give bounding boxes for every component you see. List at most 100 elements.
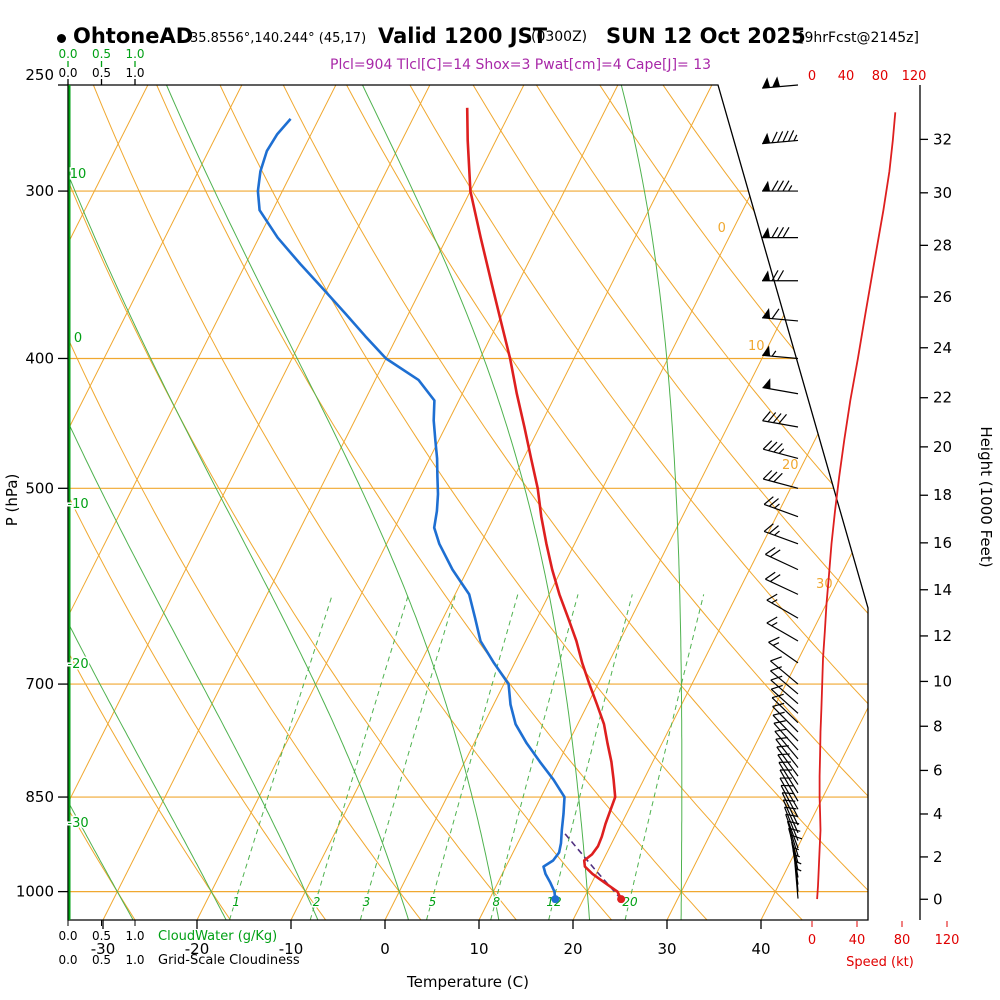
surface-temperature-marker	[617, 895, 626, 904]
svg-text:400: 400	[25, 349, 54, 367]
moist-adiabat-lines	[68, 85, 683, 920]
valid-time: Valid 1200 JST	[378, 24, 548, 48]
svg-text:-10: -10	[279, 940, 304, 958]
svg-text:0: 0	[380, 940, 390, 958]
sounding-parameters: Plcl=904 Tlcl[C]=14 Shox=3 Pwat[cm]=4 Ca…	[330, 57, 712, 73]
svg-text:Height (1000 Feet): Height (1000 Feet)	[977, 426, 995, 567]
speed-axis-top: 0 40 80 120	[808, 69, 927, 84]
isobar-lines	[68, 190, 868, 893]
svg-text:500: 500	[25, 479, 54, 497]
svg-text:120: 120	[902, 69, 927, 84]
svg-text:80: 80	[894, 933, 911, 948]
svg-text:12: 12	[933, 627, 952, 645]
svg-text:20: 20	[563, 940, 582, 958]
svg-text:8: 8	[492, 895, 500, 909]
wind-barbs	[762, 76, 803, 899]
cloudwater-scale-top: 0.0 0.5 1.0	[58, 47, 145, 67]
surface-markers	[551, 895, 626, 904]
svg-text:0.0: 0.0	[58, 47, 77, 61]
svg-text:14: 14	[933, 581, 952, 599]
svg-text:6: 6	[933, 761, 943, 779]
svg-text:30: 30	[657, 940, 676, 958]
svg-text:0: 0	[74, 331, 82, 346]
svg-text:30: 30	[816, 577, 833, 592]
svg-text:4: 4	[933, 805, 943, 823]
svg-text:26: 26	[933, 288, 952, 306]
svg-text:40: 40	[751, 940, 770, 958]
svg-text:1.0: 1.0	[125, 953, 144, 967]
svg-text:10: 10	[70, 167, 87, 182]
svg-text:0: 0	[808, 69, 816, 84]
svg-text:0.5: 0.5	[92, 47, 111, 61]
dewpoint-curve	[256, 118, 566, 900]
plot-frame	[67, 84, 869, 921]
svg-text:CloudWater (g/Kg): CloudWater (g/Kg)	[158, 929, 277, 944]
svg-text:0.0: 0.0	[58, 953, 77, 967]
svg-text:-10: -10	[67, 497, 88, 512]
svg-text:16: 16	[933, 534, 952, 552]
svg-text:120: 120	[935, 933, 960, 948]
svg-text:0: 0	[933, 890, 943, 908]
svg-text:40: 40	[838, 69, 855, 84]
svg-text:2: 2	[313, 895, 321, 909]
svg-text:-20: -20	[67, 657, 88, 672]
svg-text:0: 0	[808, 933, 816, 948]
svg-text:Speed (kt): Speed (kt)	[846, 955, 914, 970]
valid-date: SUN 12 Oct 2025	[606, 24, 806, 48]
svg-text:32: 32	[933, 130, 952, 148]
svg-text:1.0: 1.0	[125, 47, 144, 61]
pressure-axis: 250 300 400 500 700 850 1000 P (hPa)	[3, 66, 68, 901]
svg-text:0.5: 0.5	[92, 953, 111, 967]
svg-text:10: 10	[933, 672, 952, 690]
grid	[68, 85, 868, 920]
svg-text:0.0: 0.0	[58, 929, 77, 943]
station-name: OhtoneAD	[73, 24, 194, 48]
svg-text:P (hPa): P (hPa)	[3, 474, 21, 527]
svg-text:-30: -30	[91, 940, 116, 958]
svg-text:250: 250	[25, 66, 54, 84]
station-marker-icon	[57, 34, 66, 43]
svg-text:-20: -20	[185, 940, 210, 958]
svg-text:-30: -30	[67, 816, 88, 831]
svg-text:24: 24	[933, 339, 952, 357]
svg-text:0.5: 0.5	[92, 66, 111, 80]
svg-text:40: 40	[849, 933, 866, 948]
dry-adiabat-lines	[68, 85, 868, 920]
svg-text:20: 20	[622, 895, 638, 909]
svg-text:700: 700	[25, 675, 54, 693]
svg-text:20: 20	[933, 438, 952, 456]
svg-text:300: 300	[25, 182, 54, 200]
cloud-scales-bottom: 0.0 0.0 0.5 0.5 1.0 1.0 CloudWater (g/Kg) Grid-…	[58, 920, 300, 968]
svg-text:10: 10	[748, 339, 765, 354]
svg-text:0.5: 0.5	[92, 929, 111, 943]
surface-dewpoint-marker	[551, 895, 560, 904]
svg-text:30: 30	[933, 184, 952, 202]
svg-text:0: 0	[718, 221, 726, 236]
wind-speed-curve	[816, 112, 897, 900]
svg-text:850: 850	[25, 788, 54, 806]
svg-text:18: 18	[933, 486, 952, 504]
svg-text:Temperature (C): Temperature (C)	[406, 973, 529, 991]
svg-text:28: 28	[933, 236, 952, 254]
svg-text:8: 8	[933, 717, 943, 735]
speed-axis-bottom: 0 40 80 120 Speed (kt)	[808, 921, 960, 970]
svg-text:20: 20	[782, 458, 799, 473]
svg-text:1.0: 1.0	[125, 66, 144, 80]
svg-text:3: 3	[363, 895, 371, 909]
svg-text:80: 80	[872, 69, 889, 84]
svg-text:5: 5	[429, 895, 437, 909]
svg-text:1: 1	[232, 895, 240, 909]
svg-text:1.0: 1.0	[125, 929, 144, 943]
svg-text:0.0: 0.0	[58, 66, 77, 80]
svg-text:1000: 1000	[16, 883, 54, 901]
isotherm-lines	[68, 85, 868, 920]
svg-text:22: 22	[933, 389, 952, 407]
forecast-lead-time: [9hrFcst@2145z]	[799, 30, 919, 46]
svg-text:Grid-Scale Cloudiness: Grid-Scale Cloudiness	[158, 953, 300, 968]
temperature-curve	[465, 107, 623, 900]
valid-zulu-time: (0300Z)	[531, 29, 588, 45]
